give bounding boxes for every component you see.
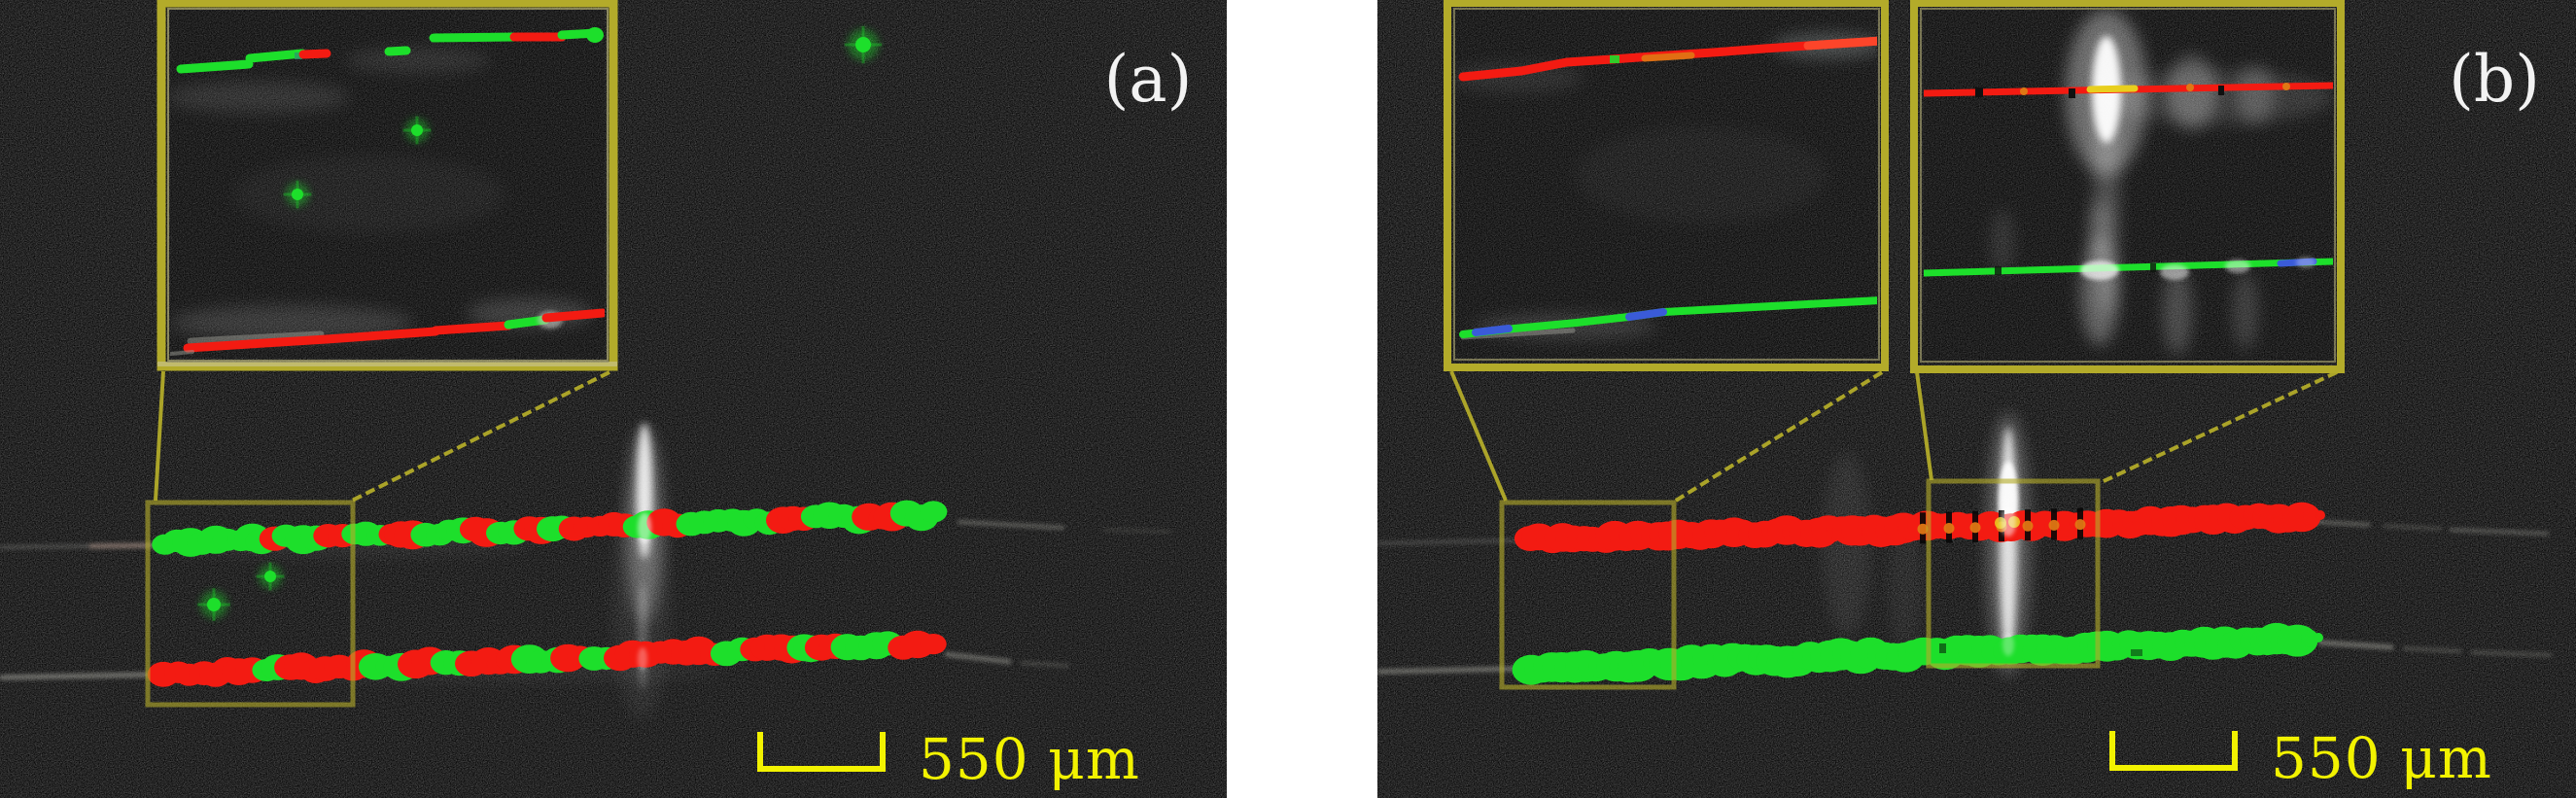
panel-label-a: (a)	[1104, 42, 1193, 117]
inset-b-right	[1910, 0, 2345, 373]
stray-emission-dots-a	[197, 25, 883, 621]
inset-b-left	[1444, 0, 1889, 371]
inset-b-right-border-highlight	[1920, 8, 2336, 363]
streak-glare	[2002, 633, 2014, 656]
inset-b-left-border-highlight	[1453, 8, 1880, 361]
inset-a	[157, 0, 618, 371]
zoom-box-a	[145, 500, 356, 708]
panel-a	[0, 0, 1227, 798]
streak-glare	[638, 647, 647, 671]
bottom-waveguide-trace-b	[1512, 622, 2323, 685]
inset-b-left-red-line	[1458, 36, 1877, 82]
scale-bar-bracket	[757, 732, 886, 772]
scale-bar-b: 550 μm	[2109, 725, 2492, 791]
inset-b-left-border	[1444, 0, 1889, 371]
inset-b-right-green-line	[1924, 257, 2333, 280]
scale-bar-label: 550 μm	[919, 726, 1140, 792]
bottom-waveguide-trace-a	[147, 630, 947, 687]
waveguide-faint-stubs-b	[1377, 520, 2553, 675]
zoom-box-b-left	[1499, 500, 1677, 690]
inset-a-top-line	[176, 27, 604, 74]
zoom-box-b-right	[1926, 478, 2101, 669]
waveguide-faint-stubs-a	[0, 520, 1172, 680]
streak-glare	[2001, 507, 2016, 537]
panel-b	[1377, 0, 2576, 798]
inset-a-border-highlight	[167, 8, 609, 362]
inset-b-left-green-line	[1459, 296, 1877, 340]
streak-glare	[638, 512, 651, 543]
inset-connector-line	[1449, 370, 1508, 502]
inset-a-border-highlight	[157, 362, 617, 366]
inset-connector-line	[154, 370, 165, 502]
inset-a-bottom-line	[170, 308, 605, 356]
inset-connector-line	[1674, 370, 1884, 503]
scale-bar-label: 550 μm	[2271, 725, 2492, 791]
inset-a-stray-dots	[283, 116, 432, 209]
inset-b-right-red-line	[1924, 82, 2333, 98]
inset-connector-line	[351, 370, 610, 503]
top-waveguide-trace-a	[152, 500, 948, 557]
scale-bar-bracket	[2109, 731, 2238, 771]
panel-label-b: (b)	[2449, 42, 2540, 117]
inset-connector-line	[1915, 371, 1933, 481]
top-waveguide-trace-b	[1514, 502, 2325, 554]
inset-b-right-border	[1910, 0, 2345, 373]
scale-bar-a: 550 μm	[757, 726, 1140, 792]
